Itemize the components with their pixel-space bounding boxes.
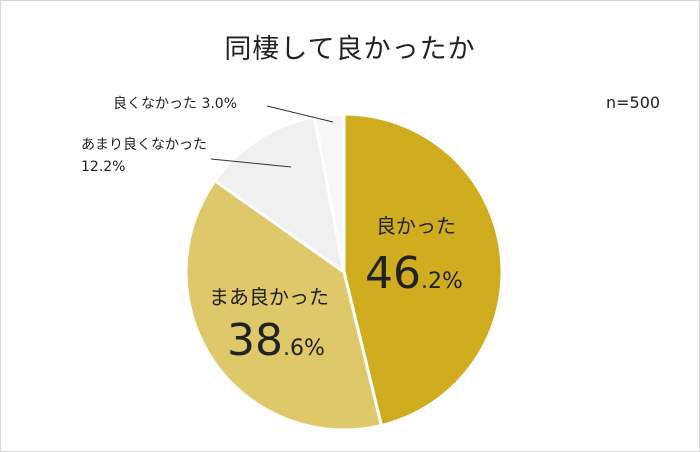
pie-slice-3 xyxy=(213,115,346,274)
leader-lines xyxy=(210,105,334,168)
pie-slice-4 xyxy=(312,112,346,274)
slice-name-label: まあ良かった xyxy=(209,285,329,309)
slice-percent-label: 12.2% xyxy=(81,159,125,175)
sample-size-label: n=500 xyxy=(606,93,661,112)
slice-name-label: 良くなかった 3.0% xyxy=(113,96,237,112)
slice-percent-label: 46.2% xyxy=(365,248,463,299)
chart-title: 同棲して良かったか xyxy=(224,34,476,65)
slice-percent-label: 38.6% xyxy=(227,315,325,366)
pie-slice-1 xyxy=(342,112,504,428)
slice-name-label: 良かった xyxy=(376,214,456,238)
leader-line xyxy=(210,158,292,168)
pie-slices xyxy=(184,112,504,432)
pie-slice-2 xyxy=(184,179,383,432)
leader-line xyxy=(266,105,334,123)
slice-name-label: あまり良くなかった xyxy=(81,137,207,153)
slice-labels: 良かった 46.2% まあ良かった 38.6% あまり良くなかった 12.2% 良くなかった… xyxy=(81,96,463,366)
